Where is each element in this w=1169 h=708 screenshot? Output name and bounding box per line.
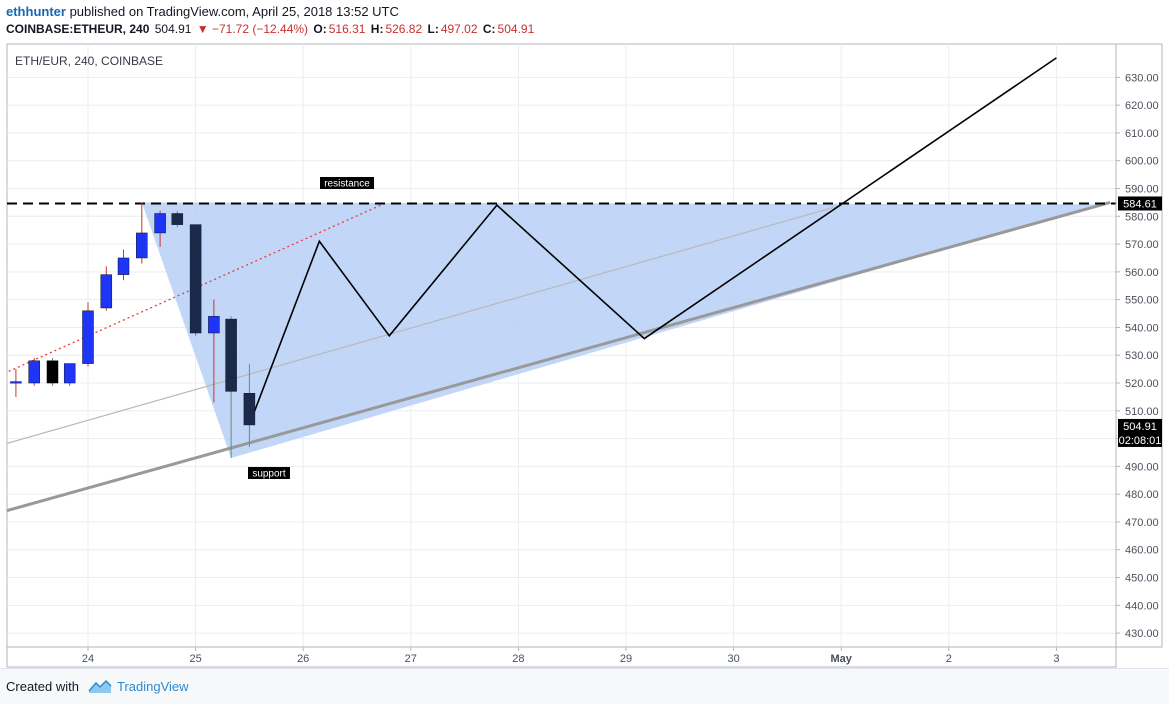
resistance-label-bg: [320, 177, 374, 189]
candle-body: [225, 318, 237, 392]
price-axis: [1115, 43, 1163, 648]
mid-trendline: [7, 204, 842, 445]
tradingview-logo-icon[interactable]: [88, 678, 112, 694]
low-value: 497.02: [440, 22, 478, 36]
time-tick-label: 25: [189, 653, 201, 665]
chart-legend: ETH/EUR, 240, COINBASE: [15, 54, 163, 68]
time-tick-label: 27: [405, 653, 417, 665]
ohlc-legend: COINBASE:ETHEUR, 240 504.91 ▼ −71.72 (−1…: [6, 22, 536, 36]
publish-info: ethhunter published on TradingView.com, …: [6, 4, 399, 19]
time-tick-label: 3: [1053, 653, 1059, 665]
high-label: H:: [370, 22, 384, 36]
publish-header: ethhunter published on TradingView.com, …: [0, 0, 1169, 44]
time-tick-label: 26: [297, 653, 309, 665]
support-label-bg: [248, 467, 290, 479]
price-tick-label: 460.00: [1125, 545, 1159, 557]
candle-body: [82, 310, 94, 364]
price-tick-label: 490.00: [1125, 461, 1159, 473]
projection-path: [248, 57, 1057, 425]
price-tick-label: 440.00: [1125, 600, 1159, 612]
candle-body: [100, 274, 113, 309]
resistance-price-text: 584.61: [1123, 198, 1157, 210]
price-tick-label: 620.00: [1125, 100, 1159, 112]
time-tick-label: 30: [727, 653, 739, 665]
candle-body: [171, 213, 184, 225]
time-tick-label: May: [830, 653, 852, 665]
time-tick-label: 29: [620, 653, 632, 665]
published-text: published on TradingView.com, April 25, …: [69, 4, 399, 19]
price-tick-label: 510.00: [1125, 406, 1159, 418]
candle-body: [136, 232, 148, 259]
candle-body: [28, 360, 40, 384]
price-tick-label: 580.00: [1125, 211, 1159, 223]
candle-body: [10, 381, 22, 384]
low-label: L:: [427, 22, 439, 36]
price-tick-label: 570.00: [1125, 239, 1159, 251]
symbol-text: COINBASE:ETHEUR, 240: [6, 22, 150, 36]
candle-body: [154, 213, 166, 234]
price-tick-label: 610.00: [1125, 128, 1159, 140]
created-with-text: Created with: [6, 679, 79, 694]
candle-body: [189, 224, 202, 334]
close-label: C:: [482, 22, 496, 36]
support-trendline: [7, 200, 1111, 513]
candle-body: [63, 363, 76, 384]
tradingview-link[interactable]: TradingView: [117, 679, 189, 694]
price-tick-label: 430.00: [1125, 628, 1159, 640]
resistance-label: resistance: [324, 179, 370, 190]
price-tick-label: 550.00: [1125, 295, 1159, 307]
close-value: 504.91: [497, 22, 535, 36]
price-tick-label: 450.00: [1125, 573, 1159, 585]
current-price-tag: [1118, 418, 1162, 447]
open-value: 516.31: [328, 22, 366, 36]
price-tick-label: 470.00: [1125, 517, 1159, 529]
plot-layer: resistance support ETH/EUR, 240, COINBASE: [7, 44, 1116, 647]
time-tick-label: 28: [512, 653, 524, 665]
price-tick-label: 530.00: [1125, 350, 1159, 362]
support-label: support: [252, 469, 286, 480]
open-label: O:: [313, 22, 327, 36]
price-tick-label: 540.00: [1125, 322, 1159, 334]
time-tick-label: 24: [82, 653, 94, 665]
resistance-price-tag: [1118, 196, 1162, 211]
price-tick-label: 630.00: [1125, 72, 1159, 84]
high-value: 526.82: [385, 22, 423, 36]
price-tick-label: 560.00: [1125, 267, 1159, 279]
price-tick-label: 590.00: [1125, 183, 1159, 195]
price-change: ▼ −71.72 (−12.44%): [196, 22, 309, 36]
footer-bar: Created with TradingView: [0, 668, 1169, 704]
triangle-zone: [141, 202, 1100, 459]
author-link[interactable]: ethhunter: [6, 4, 66, 19]
price-tick-label: 520.00: [1125, 378, 1159, 390]
candle-body: [208, 316, 220, 334]
time-tick-label: 2: [946, 653, 952, 665]
candle-body: [117, 257, 130, 275]
candle-body: [46, 360, 59, 384]
price-tick-label: 480.00: [1125, 489, 1159, 501]
time-axis: [6, 646, 1117, 668]
candle-body: [243, 393, 256, 426]
last-price: 504.91: [154, 22, 192, 36]
countdown-text: 02:08:01: [1119, 435, 1162, 447]
price-tick-label: 600.00: [1125, 156, 1159, 168]
dotted-trendline: [7, 203, 385, 373]
current-price-text: 504.91: [1123, 421, 1157, 433]
